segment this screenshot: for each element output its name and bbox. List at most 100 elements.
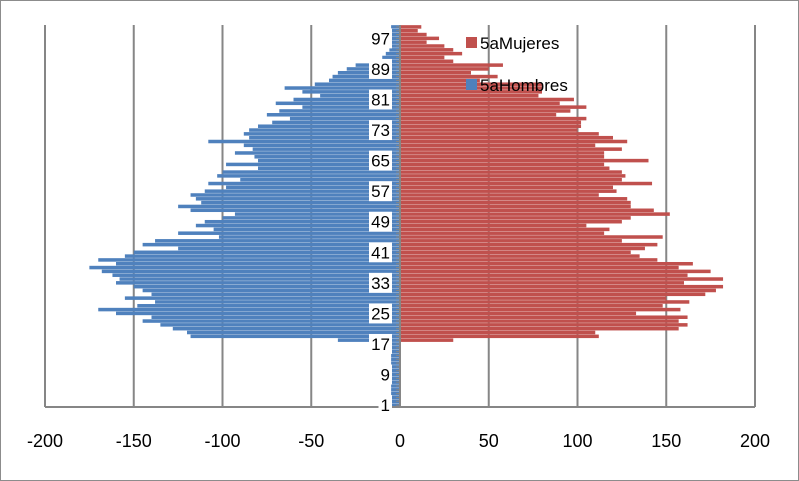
bar-mujeres — [400, 25, 422, 29]
bar-hombres — [208, 181, 400, 186]
bar-mujeres — [400, 231, 605, 235]
bar-hombres — [391, 376, 400, 381]
bar-hombres — [391, 368, 400, 373]
bar-mujeres — [400, 166, 610, 171]
bar-mujeres — [400, 284, 724, 289]
bar-hombres — [389, 44, 400, 48]
bar-hombres — [204, 219, 400, 224]
bar-mujeres — [400, 109, 571, 113]
y-tick-label-bg — [369, 150, 392, 171]
vertical-gridlines — [44, 25, 756, 407]
bar-hombres — [249, 135, 400, 140]
bar-hombres — [124, 254, 400, 258]
bar-hombres — [391, 28, 400, 33]
bar-hombres — [222, 170, 400, 174]
bar-hombres — [218, 235, 400, 239]
bar-hombres — [190, 334, 400, 339]
bar-hombres — [124, 296, 400, 300]
y-tick-label-bg — [369, 333, 392, 354]
bar-mujeres — [400, 74, 498, 79]
y-tick-label: 1 — [381, 396, 390, 415]
bar-hombres — [160, 323, 400, 327]
series-mujeres — [400, 25, 724, 342]
bar-mujeres — [400, 235, 663, 239]
bar-hombres — [391, 25, 400, 29]
bar-mujeres — [400, 319, 679, 323]
bar-hombres — [119, 277, 401, 281]
bar-hombres — [142, 288, 400, 293]
bar-mujeres — [400, 311, 637, 316]
bar-hombres — [391, 349, 400, 354]
bar-hombres — [391, 36, 400, 41]
bar-hombres — [155, 300, 400, 304]
bar-mujeres — [400, 281, 684, 285]
bar-mujeres — [400, 334, 599, 339]
bar-mujeres — [400, 254, 640, 258]
bar-mujeres — [400, 330, 596, 335]
bar-mujeres — [400, 212, 670, 216]
bar-hombres — [116, 311, 400, 316]
bar-mujeres — [400, 307, 681, 312]
y-tick-label-bg — [369, 58, 392, 79]
axes — [45, 25, 755, 408]
bar-mujeres — [400, 223, 587, 228]
bar-hombres — [208, 139, 400, 144]
bar-hombres — [190, 193, 400, 197]
bar-hombres — [391, 361, 400, 365]
bar-mujeres — [400, 246, 645, 251]
bar-mujeres — [400, 216, 631, 220]
bar-hombres — [142, 319, 400, 323]
bar-mujeres — [400, 174, 626, 178]
x-tick-label: 200 — [740, 431, 770, 451]
bar-hombres — [190, 208, 400, 213]
bar-mujeres — [400, 261, 693, 266]
legend-label-mujeres: 5aMujeres — [480, 34, 559, 53]
bar-mujeres — [400, 242, 658, 247]
bar-mujeres — [400, 78, 480, 83]
x-tick-label: 100 — [562, 431, 592, 451]
bar-mujeres — [400, 292, 706, 297]
bar-mujeres — [400, 193, 599, 197]
bar-hombres — [391, 384, 400, 388]
bar-mujeres — [400, 120, 582, 125]
y-tick-label: 49 — [371, 213, 390, 232]
bar-mujeres — [400, 44, 445, 48]
bar-hombres — [137, 304, 401, 308]
bar-mujeres — [400, 63, 503, 67]
x-tick-label: -50 — [298, 431, 324, 451]
bar-hombres — [98, 307, 400, 312]
bar-hombres — [391, 399, 400, 404]
bar-hombres — [254, 155, 400, 159]
y-tick-label-bg — [369, 211, 392, 232]
bar-hombres — [391, 353, 400, 358]
x-tick-label: -100 — [204, 431, 240, 451]
y-tick-labels: 1 9 17 25 33 41 49 57 65 73 81 89 97 — [369, 28, 392, 416]
y-tick-label: 9 — [381, 366, 390, 385]
bar-mujeres — [400, 59, 454, 64]
bar-mujeres — [400, 128, 578, 132]
bar-hombres — [172, 326, 400, 331]
bar-hombres — [391, 388, 400, 392]
y-tick-label-bg — [369, 303, 392, 324]
bar-hombres — [195, 223, 400, 228]
bar-hombres — [275, 101, 400, 106]
y-tick-label-bg — [369, 181, 392, 202]
bar-hombres — [293, 97, 400, 102]
bar-mujeres — [400, 250, 631, 255]
bar-hombres — [240, 177, 400, 182]
y-tick-label: 89 — [371, 60, 390, 79]
bar-hombres — [178, 246, 400, 251]
bar-mujeres — [400, 90, 542, 94]
bar-hombres — [204, 189, 400, 193]
bar-hombres — [391, 395, 400, 400]
bar-hombres — [195, 197, 400, 201]
bar-mujeres — [400, 48, 454, 52]
bar-hombres — [213, 227, 400, 232]
y-tick-label: 25 — [371, 304, 390, 323]
bar-mujeres — [400, 162, 605, 167]
bar-hombres — [226, 185, 400, 190]
bar-mujeres — [400, 258, 658, 262]
x-tick-label: 150 — [651, 431, 681, 451]
bar-hombres — [258, 166, 400, 171]
